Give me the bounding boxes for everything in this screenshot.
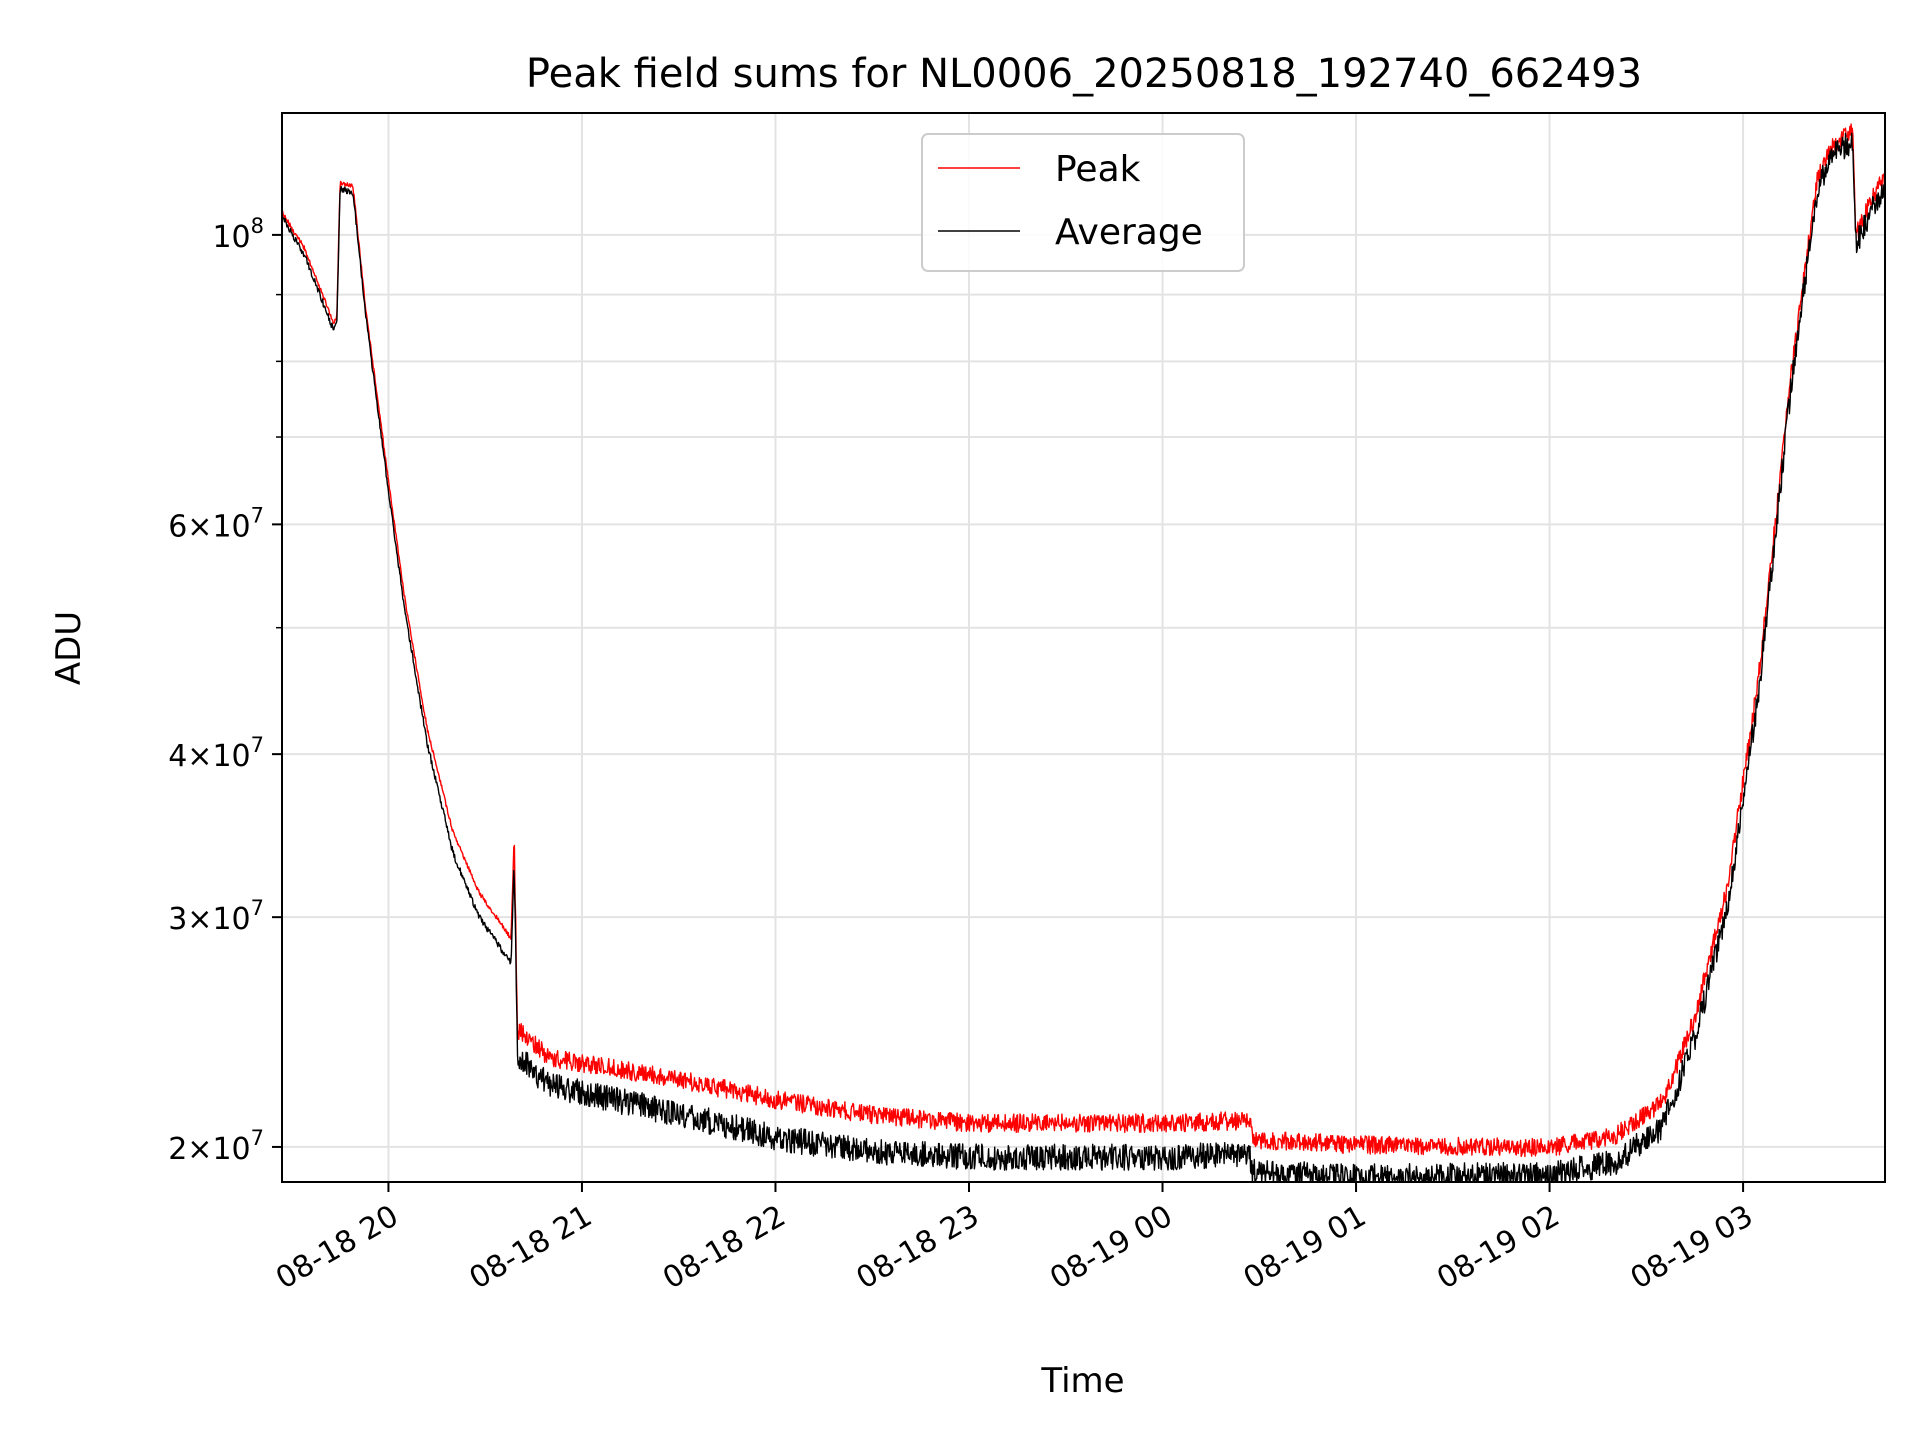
legend-label-peak: Peak	[1055, 149, 1141, 190]
series-line-average	[281, 132, 1886, 1183]
y-tick-exponent: 8	[251, 214, 264, 238]
y-tick-base: 10	[212, 509, 250, 544]
grid	[282, 113, 1885, 1182]
series-line-peak	[281, 123, 1886, 1158]
plot-frame	[281, 112, 1886, 1183]
y-tick-exponent: 7	[251, 896, 264, 920]
y-tick-base: 10	[212, 739, 250, 774]
y-tick-base: 10	[212, 1132, 250, 1167]
y-tick-label: 2×107	[168, 1126, 264, 1167]
legend-label-average: Average	[1055, 212, 1203, 253]
y-tick-mantissa: 3×	[168, 902, 212, 937]
y-tick-mantissa: 2×	[168, 1132, 212, 1167]
chart-title: Peak field sums for NL0006_20250818_1927…	[526, 51, 1642, 97]
legend: Peak Average	[921, 133, 1245, 272]
x-axis-label: Time	[1040, 1361, 1124, 1401]
y-axis-label: ADU	[49, 611, 89, 685]
y-tick-base: 10	[212, 902, 250, 937]
y-tick-mantissa: 6×	[168, 509, 212, 544]
y-tick-label: 4×107	[168, 733, 264, 774]
y-tick-label: 6×107	[168, 503, 264, 544]
y-tick-exponent: 7	[251, 733, 264, 757]
plot-series	[281, 123, 1886, 1183]
y-tick-base: 10	[212, 220, 250, 255]
y-tick-exponent: 7	[251, 503, 264, 527]
y-tick-exponent: 7	[251, 1126, 264, 1150]
y-tick-label: 108	[212, 214, 264, 255]
y-tick-label: 3×107	[168, 896, 264, 937]
y-tick-mantissa: 4×	[168, 739, 212, 774]
